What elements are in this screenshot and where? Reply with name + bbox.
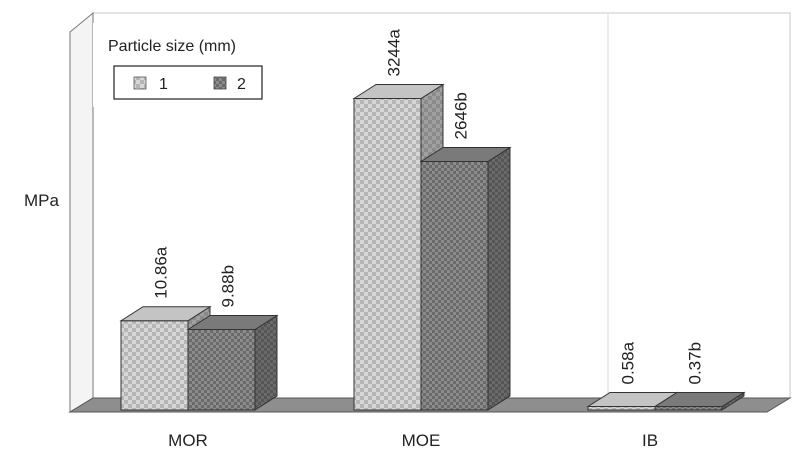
- category-labels: MOR MOE IB: [168, 431, 658, 450]
- bar-moe-series-2: [419, 146, 512, 411]
- data-label-mor-1: 10.86a: [152, 246, 171, 299]
- data-labels: 10.86a 9.88b 3244a 2646b 0.58a 0.37b: [152, 29, 705, 385]
- legend-entry-2: 2: [237, 76, 246, 93]
- legend-swatch-2: [213, 76, 227, 90]
- legend: Particle size (mm) 1 2: [93, 23, 275, 107]
- y-axis-label: MPa: [24, 191, 60, 210]
- data-label-ib-1: 0.58a: [619, 341, 638, 384]
- category-label-mor: MOR: [168, 431, 208, 450]
- data-label-moe-1: 3244a: [385, 29, 404, 77]
- left-wall: [69, 11, 94, 413]
- bars: [119, 83, 746, 411]
- data-label-mor-2: 9.88b: [219, 265, 238, 308]
- legend-title: Particle size (mm): [108, 38, 236, 55]
- bar-mor-series-2: [186, 314, 279, 411]
- bar-ib-series-2: [653, 391, 746, 411]
- legend-swatch-1: [133, 76, 147, 90]
- category-label-ib: IB: [642, 431, 658, 450]
- data-label-moe-2: 2646b: [452, 92, 471, 139]
- data-label-ib-2: 0.37b: [686, 342, 705, 385]
- category-label-moe: MOE: [402, 431, 441, 450]
- legend-entry-1: 1: [159, 76, 168, 93]
